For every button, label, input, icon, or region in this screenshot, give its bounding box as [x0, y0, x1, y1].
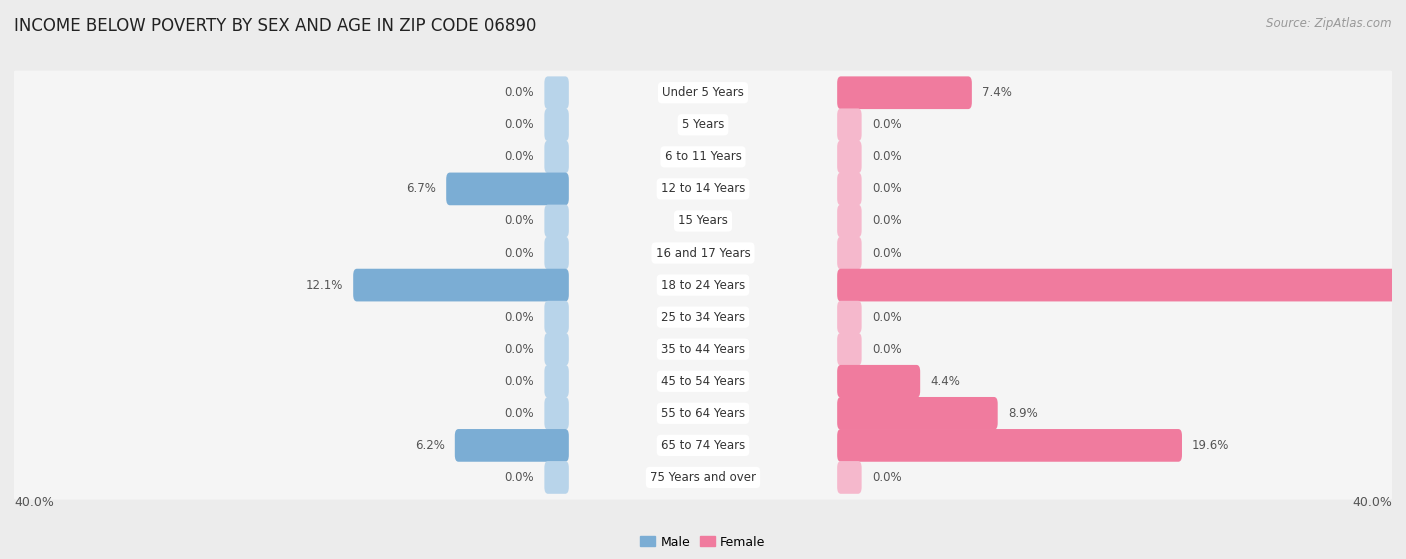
Text: 7.4%: 7.4% [981, 86, 1012, 100]
Text: 0.0%: 0.0% [505, 247, 534, 259]
Text: 35 to 44 Years: 35 to 44 Years [661, 343, 745, 356]
FancyBboxPatch shape [13, 456, 1393, 500]
FancyBboxPatch shape [837, 236, 862, 269]
Text: 12 to 14 Years: 12 to 14 Years [661, 182, 745, 196]
Text: 0.0%: 0.0% [872, 119, 901, 131]
FancyBboxPatch shape [13, 391, 1393, 435]
FancyBboxPatch shape [544, 333, 569, 366]
FancyBboxPatch shape [837, 397, 998, 430]
FancyBboxPatch shape [837, 333, 862, 366]
Text: 6.2%: 6.2% [415, 439, 444, 452]
Text: 0.0%: 0.0% [505, 343, 534, 356]
Text: 19.6%: 19.6% [1192, 439, 1229, 452]
FancyBboxPatch shape [13, 231, 1393, 275]
FancyBboxPatch shape [837, 461, 862, 494]
FancyBboxPatch shape [837, 365, 920, 397]
FancyBboxPatch shape [13, 263, 1393, 307]
Text: INCOME BELOW POVERTY BY SEX AND AGE IN ZIP CODE 06890: INCOME BELOW POVERTY BY SEX AND AGE IN Z… [14, 17, 537, 35]
Text: 15 Years: 15 Years [678, 215, 728, 228]
FancyBboxPatch shape [544, 397, 569, 430]
Text: 75 Years and over: 75 Years and over [650, 471, 756, 484]
Text: 6.7%: 6.7% [406, 182, 436, 196]
FancyBboxPatch shape [544, 205, 569, 238]
FancyBboxPatch shape [13, 70, 1393, 115]
Text: 0.0%: 0.0% [872, 343, 901, 356]
Text: 8.9%: 8.9% [1008, 407, 1038, 420]
Text: 0.0%: 0.0% [872, 150, 901, 163]
FancyBboxPatch shape [353, 269, 569, 301]
FancyBboxPatch shape [446, 173, 569, 205]
FancyBboxPatch shape [13, 103, 1393, 147]
Text: 0.0%: 0.0% [505, 375, 534, 388]
Legend: Male, Female: Male, Female [636, 530, 770, 553]
FancyBboxPatch shape [837, 301, 862, 334]
FancyBboxPatch shape [544, 140, 569, 173]
FancyBboxPatch shape [837, 173, 862, 205]
Text: 0.0%: 0.0% [872, 182, 901, 196]
FancyBboxPatch shape [13, 135, 1393, 179]
FancyBboxPatch shape [13, 327, 1393, 371]
FancyBboxPatch shape [837, 108, 862, 141]
Text: 0.0%: 0.0% [505, 119, 534, 131]
FancyBboxPatch shape [837, 269, 1406, 301]
Text: 0.0%: 0.0% [872, 471, 901, 484]
Text: 45 to 54 Years: 45 to 54 Years [661, 375, 745, 388]
Text: 25 to 34 Years: 25 to 34 Years [661, 311, 745, 324]
Text: 12.1%: 12.1% [305, 278, 343, 292]
FancyBboxPatch shape [837, 140, 862, 173]
Text: 4.4%: 4.4% [931, 375, 960, 388]
FancyBboxPatch shape [837, 77, 972, 109]
FancyBboxPatch shape [544, 461, 569, 494]
FancyBboxPatch shape [544, 365, 569, 397]
Text: 0.0%: 0.0% [872, 247, 901, 259]
FancyBboxPatch shape [544, 301, 569, 334]
FancyBboxPatch shape [544, 236, 569, 269]
Text: 0.0%: 0.0% [505, 215, 534, 228]
FancyBboxPatch shape [13, 295, 1393, 339]
Text: 0.0%: 0.0% [505, 311, 534, 324]
Text: 55 to 64 Years: 55 to 64 Years [661, 407, 745, 420]
Text: 16 and 17 Years: 16 and 17 Years [655, 247, 751, 259]
Text: 0.0%: 0.0% [872, 215, 901, 228]
Text: 0.0%: 0.0% [505, 86, 534, 100]
FancyBboxPatch shape [13, 167, 1393, 211]
Text: 18 to 24 Years: 18 to 24 Years [661, 278, 745, 292]
Text: 40.0%: 40.0% [1353, 496, 1392, 509]
Text: Source: ZipAtlas.com: Source: ZipAtlas.com [1267, 17, 1392, 30]
Text: 0.0%: 0.0% [505, 407, 534, 420]
Text: 6 to 11 Years: 6 to 11 Years [665, 150, 741, 163]
Text: 40.0%: 40.0% [14, 496, 53, 509]
FancyBboxPatch shape [837, 205, 862, 238]
Text: 0.0%: 0.0% [872, 311, 901, 324]
FancyBboxPatch shape [13, 359, 1393, 404]
FancyBboxPatch shape [837, 429, 1182, 462]
Text: 0.0%: 0.0% [505, 471, 534, 484]
FancyBboxPatch shape [454, 429, 569, 462]
Text: 65 to 74 Years: 65 to 74 Years [661, 439, 745, 452]
FancyBboxPatch shape [13, 423, 1393, 467]
FancyBboxPatch shape [13, 199, 1393, 243]
FancyBboxPatch shape [544, 77, 569, 109]
FancyBboxPatch shape [544, 108, 569, 141]
Text: Under 5 Years: Under 5 Years [662, 86, 744, 100]
Text: 0.0%: 0.0% [505, 150, 534, 163]
Text: 5 Years: 5 Years [682, 119, 724, 131]
